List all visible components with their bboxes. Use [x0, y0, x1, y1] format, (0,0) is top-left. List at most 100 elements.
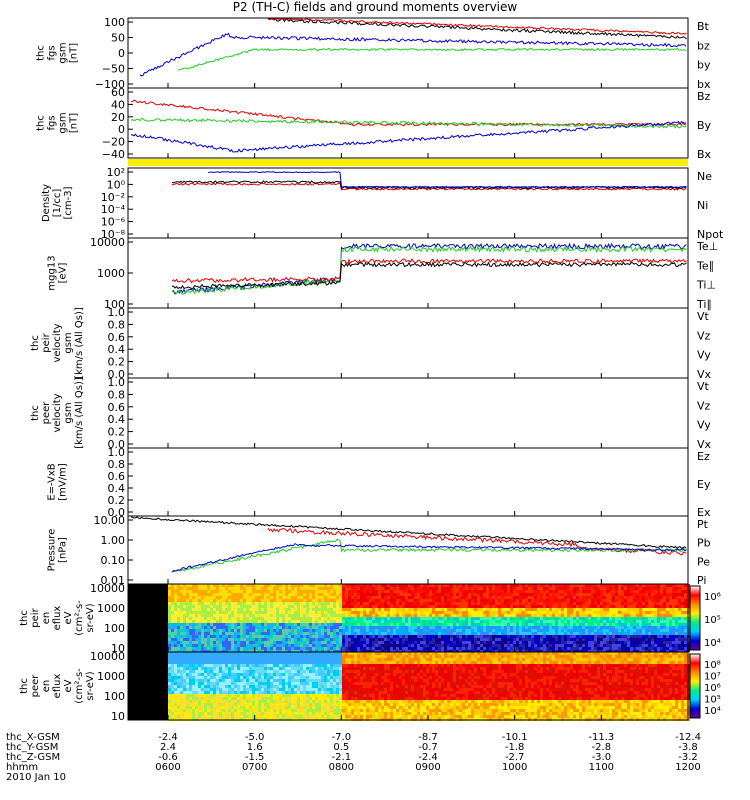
trace-Pt [130, 516, 687, 549]
trace-bx [139, 32, 687, 77]
trace-Bx [130, 120, 687, 153]
yaxis-label: sr-eV) [85, 603, 96, 632]
yaxis-label: thc [30, 335, 41, 351]
legend-entry: Vy [697, 419, 711, 432]
yaxis-label: gsm [63, 402, 74, 423]
ephemeris-value: -1.5 [245, 752, 265, 763]
ytick-label: 0.0 [108, 506, 126, 519]
yaxis-label: [1/cc] [52, 189, 63, 218]
ytick-label: 0.4 [108, 413, 126, 426]
status-bar [128, 159, 688, 166]
legend-entry: Vz [697, 329, 711, 342]
ytick-label: −40 [102, 148, 125, 161]
time-tick-label: 1100 [589, 762, 614, 773]
colorbar-tick: 10⁷ [704, 672, 721, 683]
panel-frame-2 [127, 167, 689, 239]
colorbar-tick: 10⁵ [704, 695, 721, 706]
yaxis-label: en [41, 612, 52, 625]
legend-entry: by [697, 59, 711, 72]
yaxis-label: gsm [58, 112, 69, 133]
ytick-label: 1000 [97, 267, 125, 280]
legend-entry: Ti∥ [696, 298, 712, 311]
yaxis-label: (cm²-s- [74, 600, 85, 636]
legend-entry: Ex [697, 506, 711, 519]
trace-Ne [171, 182, 687, 191]
colorbar [689, 653, 701, 719]
ephemeris-value: -8.7 [418, 732, 438, 743]
yaxis-label: sr-eV) [85, 671, 96, 700]
ytick-label: −50 [102, 63, 125, 76]
ytick-label: 0 [118, 47, 125, 60]
ytick-label: 10⁰ [107, 178, 126, 191]
yaxis-label: [km/s (All Qs)] [74, 307, 85, 379]
yaxis-label: gsm [63, 332, 74, 353]
ephemeris-value: -3.0 [592, 752, 612, 763]
yaxis-label: peer [41, 401, 52, 425]
legend-entry: Ey [697, 478, 711, 491]
legend-entry: bz [697, 39, 710, 52]
legend-entry: Npot [697, 228, 724, 241]
colorbar [689, 585, 701, 651]
time-tick-label: 1000 [502, 762, 527, 773]
ephemeris-value: 0.5 [333, 742, 349, 753]
ytick-label: 100 [104, 690, 125, 703]
yaxis-label: velocity [52, 393, 63, 432]
yaxis-label: [nT] [69, 113, 80, 133]
ytick-label: 10 [111, 710, 125, 723]
legend-entry: By [697, 119, 712, 132]
legend-entry: Vx [697, 368, 712, 381]
ytick-label: −100 [95, 78, 125, 91]
trace-Teperp [171, 258, 687, 284]
ephemeris-value: -3.2 [678, 752, 698, 763]
ephemeris-value: -12.4 [675, 732, 701, 743]
colorbar-tick: 10⁶ [704, 592, 721, 603]
time-tick-label: 1200 [675, 762, 700, 773]
legend-entry: Pe [697, 555, 710, 568]
ytick-label: 0.4 [108, 343, 126, 356]
trace-bz [268, 18, 687, 35]
ytick-label: 0.2 [108, 356, 126, 369]
yaxis-label: fgs [47, 45, 58, 60]
ytick-label: 0.2 [108, 494, 126, 507]
ytick-label: 10² [107, 166, 125, 179]
ytick-label: 10.00 [94, 514, 126, 527]
legend-entry: Vy [697, 349, 711, 362]
spectrogram-electron [128, 652, 690, 721]
ytick-label: 1000 [97, 602, 125, 615]
trace-Pe [171, 538, 687, 573]
panel-frame-4 [127, 307, 689, 379]
trace-Bz [130, 99, 687, 127]
yaxis-label: eV [63, 679, 74, 692]
trace-Tepar [171, 261, 687, 290]
trace-Bt [267, 18, 687, 40]
ytick-label: 0.6 [108, 470, 126, 483]
time-tick-label: 0800 [329, 762, 354, 773]
ytick-label: 10⁻⁴ [101, 203, 126, 216]
ytick-label: 10000 [90, 236, 125, 249]
ytick-label: 0 [118, 123, 125, 136]
ytick-label: 10000 [90, 582, 125, 595]
ephemeris-value: -10.1 [502, 732, 528, 743]
ephemeris-value: -2.4 [158, 732, 178, 743]
trace-Pb [267, 527, 687, 556]
yaxis-label: [eV] [58, 263, 69, 284]
colorbar-tick: 10⁸ [704, 660, 721, 671]
legend-entry: Vt [697, 380, 710, 393]
yaxis-label: mgg13 [47, 255, 58, 290]
trace-Ni [171, 180, 687, 190]
ephemeris-value: -5.0 [245, 732, 265, 743]
legend-entry: Ne [697, 170, 712, 183]
yaxis-label: eV [63, 611, 74, 624]
ytick-label: 0.4 [108, 482, 126, 495]
ytick-label: 0.0 [108, 438, 126, 451]
ephemeris-label: thc_X-GSM [6, 732, 60, 743]
ytick-label: 100 [104, 622, 125, 635]
ytick-label: 10⁻² [101, 191, 125, 204]
yaxis-label: [mV/m] [58, 463, 69, 501]
ytick-label: 10⁻⁶ [101, 216, 126, 229]
ytick-label: 0.10 [101, 554, 126, 567]
ytick-label: 0.01 [101, 574, 126, 587]
ytick-label: 10000 [90, 650, 125, 663]
